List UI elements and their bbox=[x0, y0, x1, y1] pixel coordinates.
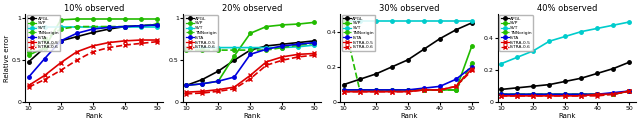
X-axis label: Rank: Rank bbox=[243, 113, 260, 119]
Title: 40% observed: 40% observed bbox=[537, 4, 597, 13]
X-axis label: Rank: Rank bbox=[558, 113, 575, 119]
X-axis label: Rank: Rank bbox=[401, 113, 418, 119]
Title: 30% observed: 30% observed bbox=[379, 4, 440, 13]
Y-axis label: Relative error: Relative error bbox=[4, 35, 10, 82]
Title: 10% observed: 10% observed bbox=[64, 4, 125, 13]
Legend: APGL, SVP, SVT, TNN⁠origin, ISTA, ISTRA-0.5, ISTRA-0.6: APGL, SVP, SVT, TNN⁠origin, ISTA, ISTRA-… bbox=[342, 15, 376, 51]
X-axis label: Rank: Rank bbox=[86, 113, 103, 119]
Legend: APGL, SVP, SVT, TNN⁠origin, ISTA, ISTRA-0.5, ISTRA-0.6: APGL, SVP, SVT, TNN⁠origin, ISTA, ISTRA-… bbox=[27, 15, 60, 51]
Title: 20% observed: 20% observed bbox=[221, 4, 282, 13]
Legend: APGL, SVP, SVT, TNN⁠origin, ISTA, ISTRA-0.5, ISTRA-0.6: APGL, SVP, SVT, TNN⁠origin, ISTA, ISTRA-… bbox=[499, 15, 533, 51]
Legend: APGL, SVP, SVT, TNN⁠origin, ISTA, ISTRA-0.5, ISTRA-0.6: APGL, SVP, SVT, TNN⁠origin, ISTA, ISTRA-… bbox=[184, 15, 218, 51]
